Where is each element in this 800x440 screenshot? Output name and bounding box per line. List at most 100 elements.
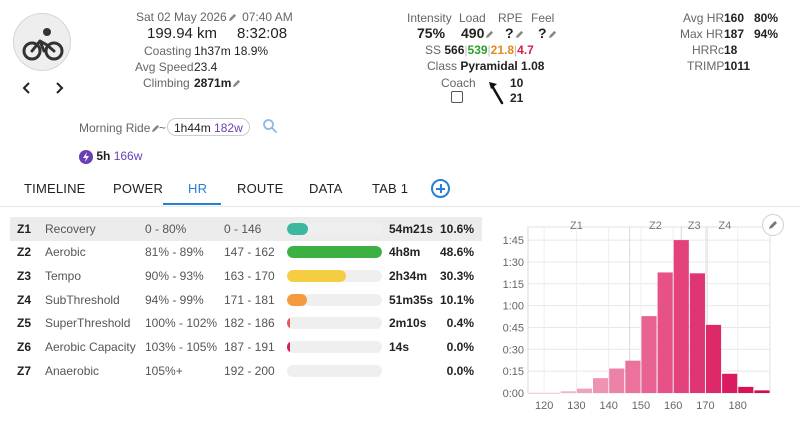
tab-divider — [0, 206, 800, 207]
tab-route[interactable]: ROUTE — [237, 181, 284, 196]
histogram-bar — [625, 360, 641, 393]
next-activity-button[interactable] — [52, 80, 66, 96]
zone-row-z1[interactable]: Z1 Recovery 0 - 80% 0 - 146 54m21s 10.6% — [10, 217, 482, 241]
add-tab-button[interactable] — [431, 179, 450, 198]
zone-row-z7[interactable]: Z7 Anaerobic 105%+ 192 - 200 0.0% — [10, 359, 482, 383]
activity-type-avatar[interactable] — [13, 13, 71, 71]
zone-row-z3[interactable]: Z3 Tempo 90% - 93% 163 - 170 2h34m 30.3% — [10, 264, 482, 288]
zone-id: Z5 — [17, 316, 32, 330]
zone-percent-range: 81% - 89% — [145, 245, 204, 259]
y-tick-label: 1:00 — [503, 301, 524, 313]
histogram-bar — [689, 273, 705, 393]
zone-row-z2[interactable]: Z2 Aerobic 81% - 89% 147 - 162 4h8m 48.6… — [10, 240, 482, 264]
zone-row-z4[interactable]: Z4 SubThreshold 94% - 99% 171 - 181 51m3… — [10, 288, 482, 312]
climbing-label: Climbing — [143, 76, 190, 90]
pill-watts: 182w — [214, 121, 243, 135]
avg-speed-value: 23.4 — [194, 60, 218, 74]
histogram-bar — [657, 272, 673, 393]
tab-timeline[interactable]: TIMELINE — [24, 181, 86, 196]
zone-id: Z3 — [17, 269, 32, 283]
tab-data[interactable]: DATA — [309, 181, 343, 196]
tab-hr[interactable]: HR — [188, 181, 208, 196]
max-hr-value: 187 — [724, 27, 745, 41]
coasting-value: 1h37m 18.9% — [194, 44, 269, 58]
ride-name: Morning Ride — [79, 121, 151, 135]
histogram-bar — [544, 393, 560, 394]
zone-bar-fill — [287, 270, 346, 282]
zone-bar-fill — [287, 317, 290, 329]
histogram-bar — [722, 373, 738, 393]
climbing-value: 2871m — [194, 76, 232, 90]
zone-bpm-range: 192 - 200 — [224, 364, 275, 378]
lightning-icon — [79, 149, 93, 164]
coach-label: Coach — [441, 76, 476, 90]
load-value: 490 — [461, 25, 485, 41]
histogram-bar — [609, 368, 625, 393]
summary-watts: 166w — [113, 149, 143, 163]
zone-time-percent: 48.6% — [439, 245, 474, 259]
histogram-bar — [641, 316, 657, 393]
pencil-icon — [548, 31, 556, 39]
avg-hr-label: Avg HR — [683, 11, 725, 25]
tilde: ~ — [159, 121, 167, 135]
histogram-bar — [528, 393, 544, 394]
ride-name-wrap[interactable]: Morning Ride — [79, 121, 160, 135]
ss-value-threshold: 21.8 — [490, 43, 515, 57]
zone-row-z5[interactable]: Z5 SuperThreshold 100% - 102% 182 - 186 … — [10, 311, 482, 335]
class-value: Pyramidal 1.08 — [460, 59, 545, 73]
zone-bar-track — [287, 365, 382, 377]
pencil-icon — [515, 31, 523, 39]
tab-tab-1[interactable]: TAB 1 — [372, 181, 409, 196]
trimp-label: TRIMP — [687, 59, 725, 73]
activity-distance: 199.94 km — [147, 25, 218, 42]
zone-percent-range: 103% - 105% — [145, 340, 218, 354]
zone-time: 4h8m — [389, 245, 421, 259]
climbing-value-wrap[interactable]: 2871m — [194, 76, 241, 90]
zone-percent-range: 90% - 93% — [145, 269, 204, 283]
y-tick-label: 1:45 — [503, 235, 524, 247]
previous-activity-button[interactable] — [20, 80, 34, 96]
arrow-value-top: 10 — [510, 76, 524, 90]
feel-value-wrap[interactable]: ? — [538, 25, 557, 41]
max-hr-percent: 94% — [754, 27, 779, 41]
zone-name: Aerobic Capacity — [45, 340, 136, 354]
zone-bpm-range: 163 - 170 — [224, 269, 275, 283]
interval-pill[interactable]: 1h44m 182w — [167, 118, 250, 136]
zone-bar-fill — [287, 294, 307, 306]
active-tab-indicator — [163, 203, 221, 205]
coasting-label: Coasting — [144, 44, 192, 58]
activity-date-time[interactable]: Sat 02 May 2026 07:40 AM — [136, 10, 293, 24]
zone-label: Z1 — [570, 220, 583, 232]
zone-time-percent: 0.0% — [446, 340, 474, 354]
pencil-icon — [228, 14, 236, 22]
search-icon[interactable] — [262, 118, 278, 134]
zone-bar-fill — [287, 223, 308, 235]
zone-bar-track — [287, 341, 382, 353]
zone-name: Anaerobic — [45, 364, 100, 378]
histogram-bar — [560, 391, 576, 393]
rpe-value: ? — [505, 25, 514, 41]
tab-power[interactable]: POWER — [113, 181, 164, 196]
zone-time: 2h34m — [389, 269, 428, 283]
trimp-value: 1011 — [724, 59, 751, 73]
zone-name: Aerobic — [45, 245, 86, 259]
load-value-wrap[interactable]: 490 — [461, 25, 494, 41]
y-tick-label: 1:30 — [503, 257, 524, 269]
zone-label: Z4 — [718, 220, 731, 232]
zone-time: 2m10s — [389, 316, 427, 330]
activity-duration: 8:32:08 — [237, 25, 288, 42]
zone-bpm-range: 171 - 181 — [224, 293, 275, 307]
pill-time: 1h44m — [174, 121, 211, 135]
pencil-icon — [486, 31, 494, 39]
hr-histogram-svg: 0:00 0:15 0:30 0:45 1:00 1:15 1:30 1:45 120 130 14… — [503, 220, 771, 412]
activity-time: 07:40 AM — [242, 10, 293, 24]
zone-id: Z4 — [17, 293, 32, 307]
edit-chart-button[interactable] — [762, 214, 784, 236]
rpe-value-wrap[interactable]: ? — [505, 25, 524, 41]
zone-time-percent: 0.0% — [446, 364, 474, 378]
zone-row-z6[interactable]: Z6 Aerobic Capacity 103% - 105% 187 - 19… — [10, 335, 482, 359]
coach-checkbox[interactable] — [451, 91, 463, 103]
zone-time: 51m35s — [389, 293, 434, 307]
zone-bar-track — [287, 270, 382, 282]
zone-bpm-range: 182 - 186 — [224, 316, 275, 330]
